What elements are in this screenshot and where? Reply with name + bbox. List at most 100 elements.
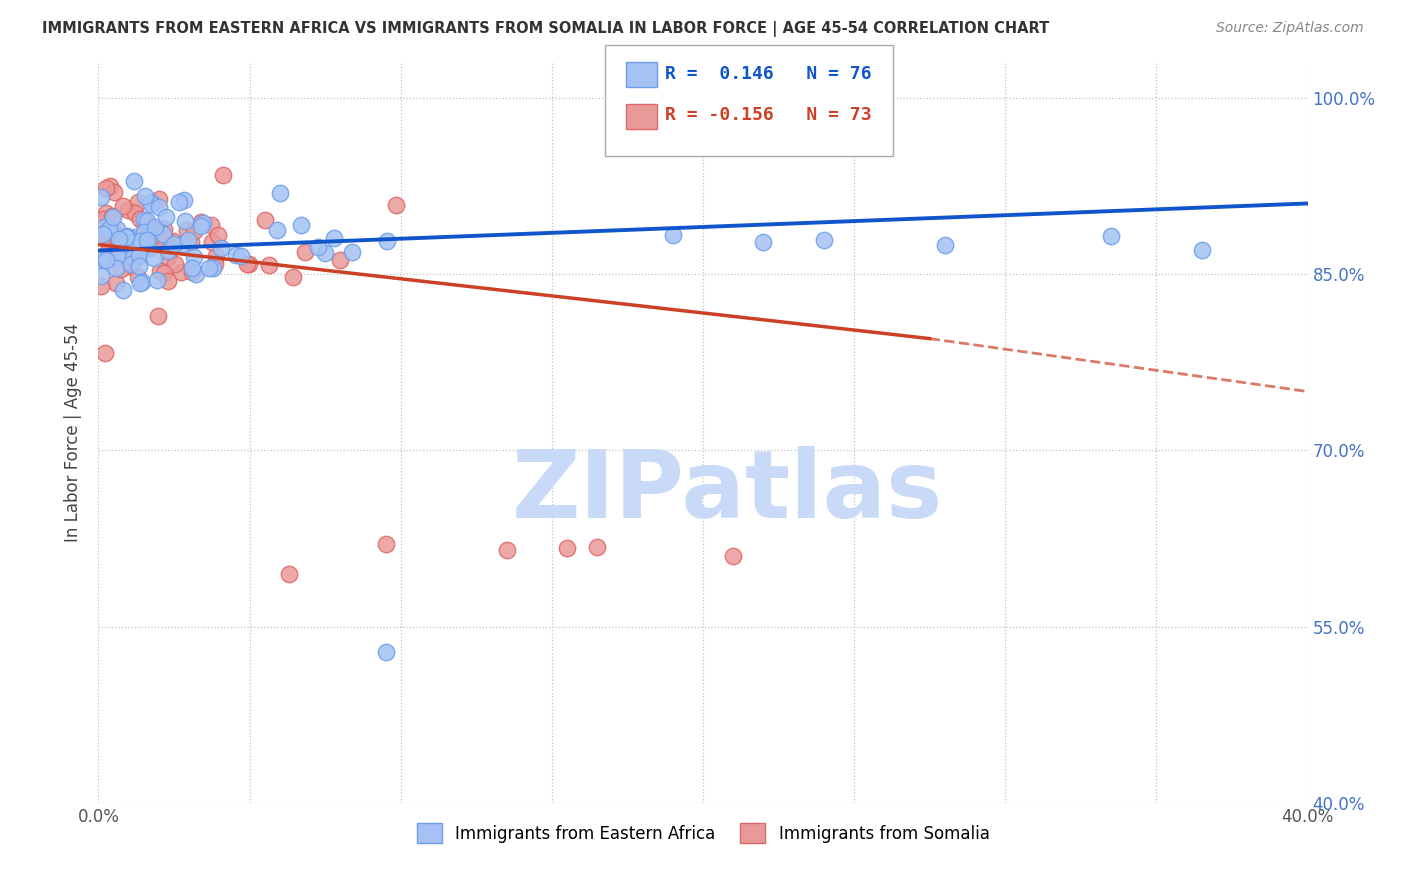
Point: [495, 543, 517, 558]
Point: [94, 206, 117, 220]
Point: [375, 234, 398, 248]
Point: [128, 211, 150, 226]
Point: [180, 235, 202, 249]
Text: ZIPatlas: ZIPatlas: [512, 446, 943, 538]
Point: [124, 206, 146, 220]
Point: [122, 173, 145, 187]
Point: [128, 259, 150, 273]
Point: [110, 262, 132, 277]
Point: [269, 186, 291, 201]
Point: [139, 194, 162, 209]
Point: [131, 275, 153, 289]
Point: [143, 222, 166, 236]
Point: [257, 258, 280, 272]
Point: [159, 244, 181, 258]
Point: [1191, 244, 1213, 258]
Point: [752, 235, 775, 250]
Point: [139, 233, 162, 247]
Point: [201, 235, 224, 249]
Point: [661, 228, 683, 243]
Point: [374, 645, 396, 659]
Point: [266, 223, 288, 237]
Point: [170, 265, 193, 279]
Point: [723, 549, 745, 563]
Point: [238, 257, 260, 271]
Point: [103, 185, 125, 199]
Point: [118, 257, 141, 271]
Point: [148, 309, 170, 323]
Point: [290, 218, 312, 232]
Point: [115, 229, 138, 244]
Point: [153, 221, 176, 235]
Point: [134, 219, 156, 234]
Point: [340, 245, 363, 260]
Point: [90, 268, 112, 283]
Point: [112, 246, 135, 260]
Point: [124, 230, 146, 244]
Point: [124, 238, 146, 252]
Point: [105, 233, 128, 247]
Point: [132, 225, 155, 239]
Point: [169, 195, 191, 210]
Point: [135, 233, 157, 247]
Point: [156, 244, 179, 258]
Point: [157, 250, 180, 264]
Point: [143, 219, 166, 234]
Point: [132, 213, 155, 227]
Point: [98, 221, 121, 235]
Point: [105, 277, 128, 291]
Point: [174, 214, 197, 228]
Point: [184, 267, 207, 281]
Point: [322, 230, 344, 244]
Point: [281, 270, 304, 285]
Point: [183, 250, 205, 264]
Point: [180, 265, 202, 279]
Point: [91, 211, 114, 226]
Point: [105, 250, 128, 264]
Point: [229, 249, 252, 263]
Point: [93, 252, 115, 267]
Point: [138, 241, 160, 255]
Point: [105, 221, 128, 235]
Point: [211, 241, 233, 255]
Point: [127, 270, 149, 285]
Point: [586, 540, 609, 554]
Point: [155, 232, 177, 246]
Point: [107, 235, 129, 250]
Point: [122, 235, 145, 250]
Point: [120, 260, 142, 274]
Point: [153, 266, 176, 280]
Point: [128, 276, 150, 290]
Point: [163, 236, 186, 251]
Point: [145, 233, 167, 247]
Point: [98, 179, 121, 194]
Point: [385, 197, 408, 211]
Point: [1099, 229, 1122, 244]
Point: [204, 256, 226, 270]
Point: [934, 237, 956, 252]
Text: Source: ZipAtlas.com: Source: ZipAtlas.com: [1216, 21, 1364, 35]
Point: [143, 252, 166, 266]
Point: [314, 246, 336, 260]
Point: [173, 193, 195, 207]
Point: [108, 234, 131, 248]
Point: [128, 248, 150, 262]
Point: [225, 248, 247, 262]
Point: [120, 257, 142, 271]
Point: [148, 222, 170, 236]
Point: [200, 218, 222, 232]
Point: [135, 217, 157, 231]
Point: [254, 212, 277, 227]
Point: [177, 233, 200, 247]
Point: [307, 240, 329, 254]
Point: [139, 196, 162, 211]
Point: [201, 261, 224, 276]
Point: [176, 223, 198, 237]
Point: [101, 223, 124, 237]
Point: [98, 242, 121, 256]
Point: [152, 227, 174, 241]
Y-axis label: In Labor Force | Age 45-54: In Labor Force | Age 45-54: [65, 323, 83, 542]
Point: [136, 213, 159, 227]
Text: IMMIGRANTS FROM EASTERN AFRICA VS IMMIGRANTS FROM SOMALIA IN LABOR FORCE | AGE 4: IMMIGRANTS FROM EASTERN AFRICA VS IMMIGR…: [42, 21, 1049, 37]
Point: [94, 253, 117, 268]
